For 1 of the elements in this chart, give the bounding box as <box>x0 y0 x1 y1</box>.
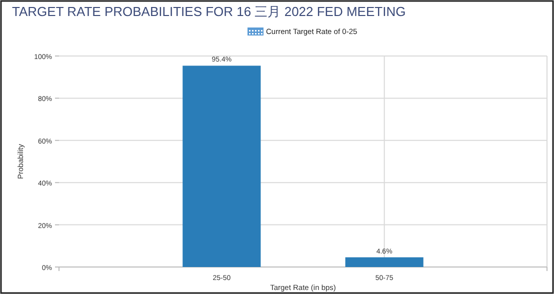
chart-title: TARGET RATE PROBABILITIES FOR 16 三月 2022 FED MEETING <box>12 4 406 19</box>
